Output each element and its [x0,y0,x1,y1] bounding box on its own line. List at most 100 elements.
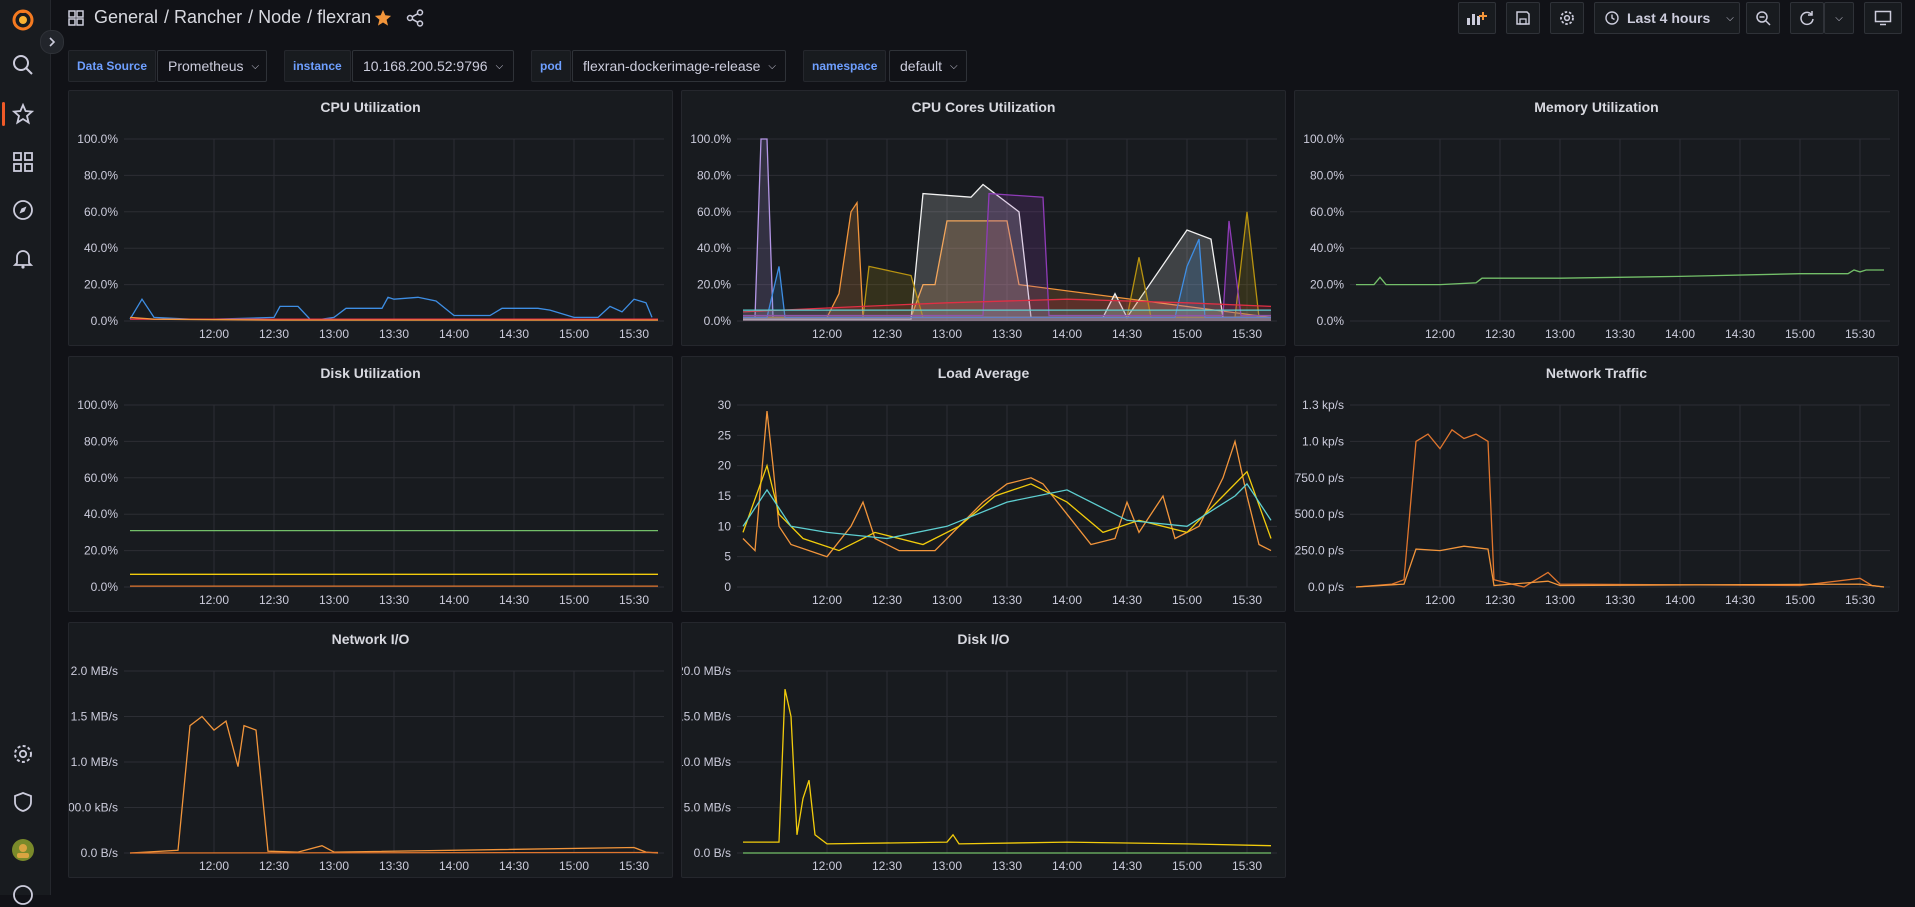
y-tick-label: 80.0% [84,168,118,182]
datasource-variable-label: Data Source [68,50,157,82]
panel-network-io[interactable]: Network I/O 0.0 B/s 500.0 kB/s 1.0 MB/s 1.5… [68,622,673,878]
add-panel-icon [1467,12,1487,25]
x-tick-label: 12:30 [259,859,289,873]
y-tick-label: 80.0% [1310,168,1344,182]
x-tick-label: 13:00 [932,327,962,341]
tv-mode-button[interactable] [1864,2,1902,34]
series-line-3 [743,211,1271,319]
x-tick-label: 14:00 [439,327,469,341]
refresh-interval-dropdown[interactable]: ⌵ [1824,2,1854,34]
starred-icon[interactable] [11,102,35,126]
panel-cpu-cores-utilization[interactable]: CPU Cores Utilization 0.0% 20.0% 40.0% 60.0… [681,90,1286,346]
x-tick-label: 13:30 [992,593,1022,607]
series-line-2 [129,316,658,321]
expand-sidebar-button[interactable] [40,30,64,54]
configuration-gear-icon[interactable] [11,742,35,766]
y-tick-label: 100.0% [77,398,118,412]
breadcrumb-node[interactable]: / Node [248,7,302,27]
x-tick-label: 12:30 [1485,327,1515,341]
x-tick-label: 15:00 [1785,327,1815,341]
dashboard-settings-button[interactable] [1550,2,1584,34]
disk-utilization-graph: 0.0% 20.0% 40.0% 60.0% 80.0% 100.0% 12:00 12:30… [77,398,664,607]
panel-disk-io[interactable]: Disk I/O 0.0 B/s 5.0 MB/s 10.0 MB/s 15.0 MB… [681,622,1286,878]
y-tick-label: 15.0 MB/s [682,710,731,724]
y-tick-label: 20.0% [84,278,118,292]
grafana-logo-icon[interactable] [11,8,35,32]
chevron-right-icon [49,37,56,47]
panel-memory-utilization[interactable]: Memory Utilization 0.0% 20.0% 40.0% 60.0% 80… [1294,90,1899,346]
datasource-variable-select[interactable]: Prometheus ⌵ [157,50,267,82]
monitor-icon [1874,10,1892,26]
y-tick-label: 10.0 MB/s [682,755,731,769]
panel-network-traffic[interactable]: Network Traffic 0.0 p/s 250.0 p/s 500.0 p/… [1294,356,1899,612]
panel-title[interactable]: CPU Cores Utilization [911,99,1056,115]
save-dashboard-button[interactable] [1506,2,1540,34]
pod-variable-select[interactable]: flexran-dockerimage-release ⌵ [572,50,786,82]
y-tick-label: 10 [718,519,732,533]
user-avatar[interactable] [11,838,35,862]
y-tick-label: 100.0% [1303,132,1344,146]
y-tick-label: 5 [724,550,731,564]
x-tick-label: 13:30 [1605,327,1635,341]
active-indicator [2,102,5,126]
dashboards-icon[interactable] [11,150,35,174]
server-admin-shield-icon[interactable] [11,790,35,814]
y-tick-label: 40.0% [697,241,731,255]
zoom-out-icon [1756,11,1771,26]
panel-title[interactable]: CPU Utilization [320,99,421,115]
x-tick-label: 12:00 [812,859,842,873]
load-average-graph: 0 5 10 15 20 25 30 12:00 12:30 13:00 13:30 14:00 14:… [718,398,1277,607]
explore-icon[interactable] [11,198,35,222]
add-panel-button[interactable] [1458,2,1496,34]
y-tick-label: 60.0% [697,205,731,219]
x-tick-label: 15:00 [1172,327,1202,341]
x-tick-label: 13:30 [379,593,409,607]
time-picker-button[interactable]: Last 4 hours ⌵ [1594,2,1740,34]
favorite-star-icon[interactable] [374,9,392,32]
namespace-variable-select[interactable]: default ⌵ [889,50,967,82]
save-icon [1516,11,1530,25]
x-tick-label: 13:00 [932,593,962,607]
chevron-down-icon: ⌵ [251,60,260,72]
x-tick-label: 15:00 [1172,593,1202,607]
instance-value: 10.168.200.52:9796 [363,58,488,74]
instance-variable-select[interactable]: 10.168.200.52:9796 ⌵ [352,50,514,82]
help-icon[interactable] [11,883,35,907]
x-tick-label: 15:00 [559,859,589,873]
series-area-2 [743,184,1271,321]
alerting-bell-icon[interactable] [11,246,35,270]
y-tick-label: 1.5 MB/s [71,710,118,724]
x-tick-label: 14:00 [439,593,469,607]
panel-load-average[interactable]: Load Average 0 5 10 15 20 25 30 12:00 12:30 13:00… [681,356,1286,612]
series-area-5 [743,193,1271,321]
panel-disk-utilization[interactable]: Disk Utilization 0.0% 20.0% 40.0% 60.0% 80.0… [68,356,673,612]
share-icon[interactable] [406,9,424,32]
panel-title[interactable]: Load Average [937,365,1030,381]
breadcrumb-flexran[interactable]: / flexran [307,7,372,27]
x-tick-label: 15:00 [559,593,589,607]
x-tick-label: 14:30 [1725,327,1755,341]
series-line-6 [742,298,1272,313]
y-tick-label: 1.0 MB/s [71,755,118,769]
x-tick-label: 14:00 [1052,859,1082,873]
x-tick-label: 15:30 [1845,593,1875,607]
panel-cpu-utilization[interactable]: CPU Utilization 0.0% 20.0% 40.0% 60.0% 80.0%… [68,90,673,346]
x-tick-label: 13:30 [1605,593,1635,607]
panel-title[interactable]: Disk I/O [957,631,1010,647]
y-tick-label: 60.0% [84,205,118,219]
x-tick-label: 12:30 [259,593,289,607]
x-tick-label: 14:30 [1112,593,1142,607]
search-icon[interactable] [11,53,35,77]
panel-title[interactable]: Network I/O [331,631,410,647]
x-tick-label: 15:30 [619,859,649,873]
panel-title[interactable]: Memory Utilization [1534,99,1659,115]
breadcrumb-rancher[interactable]: / Rancher [164,7,243,27]
panel-title[interactable]: Network Traffic [1545,365,1648,381]
breadcrumb-general[interactable]: General [94,7,159,27]
y-tick-label: 20.0% [697,278,731,292]
zoom-out-button[interactable] [1746,2,1780,34]
panel-title[interactable]: Disk Utilization [320,365,421,381]
network-io-graph: 0.0 B/s 500.0 kB/s 1.0 MB/s 1.5 MB/s 2.0 MB/… [69,664,664,873]
x-tick-label: 13:00 [932,859,962,873]
refresh-button[interactable] [1790,2,1824,34]
